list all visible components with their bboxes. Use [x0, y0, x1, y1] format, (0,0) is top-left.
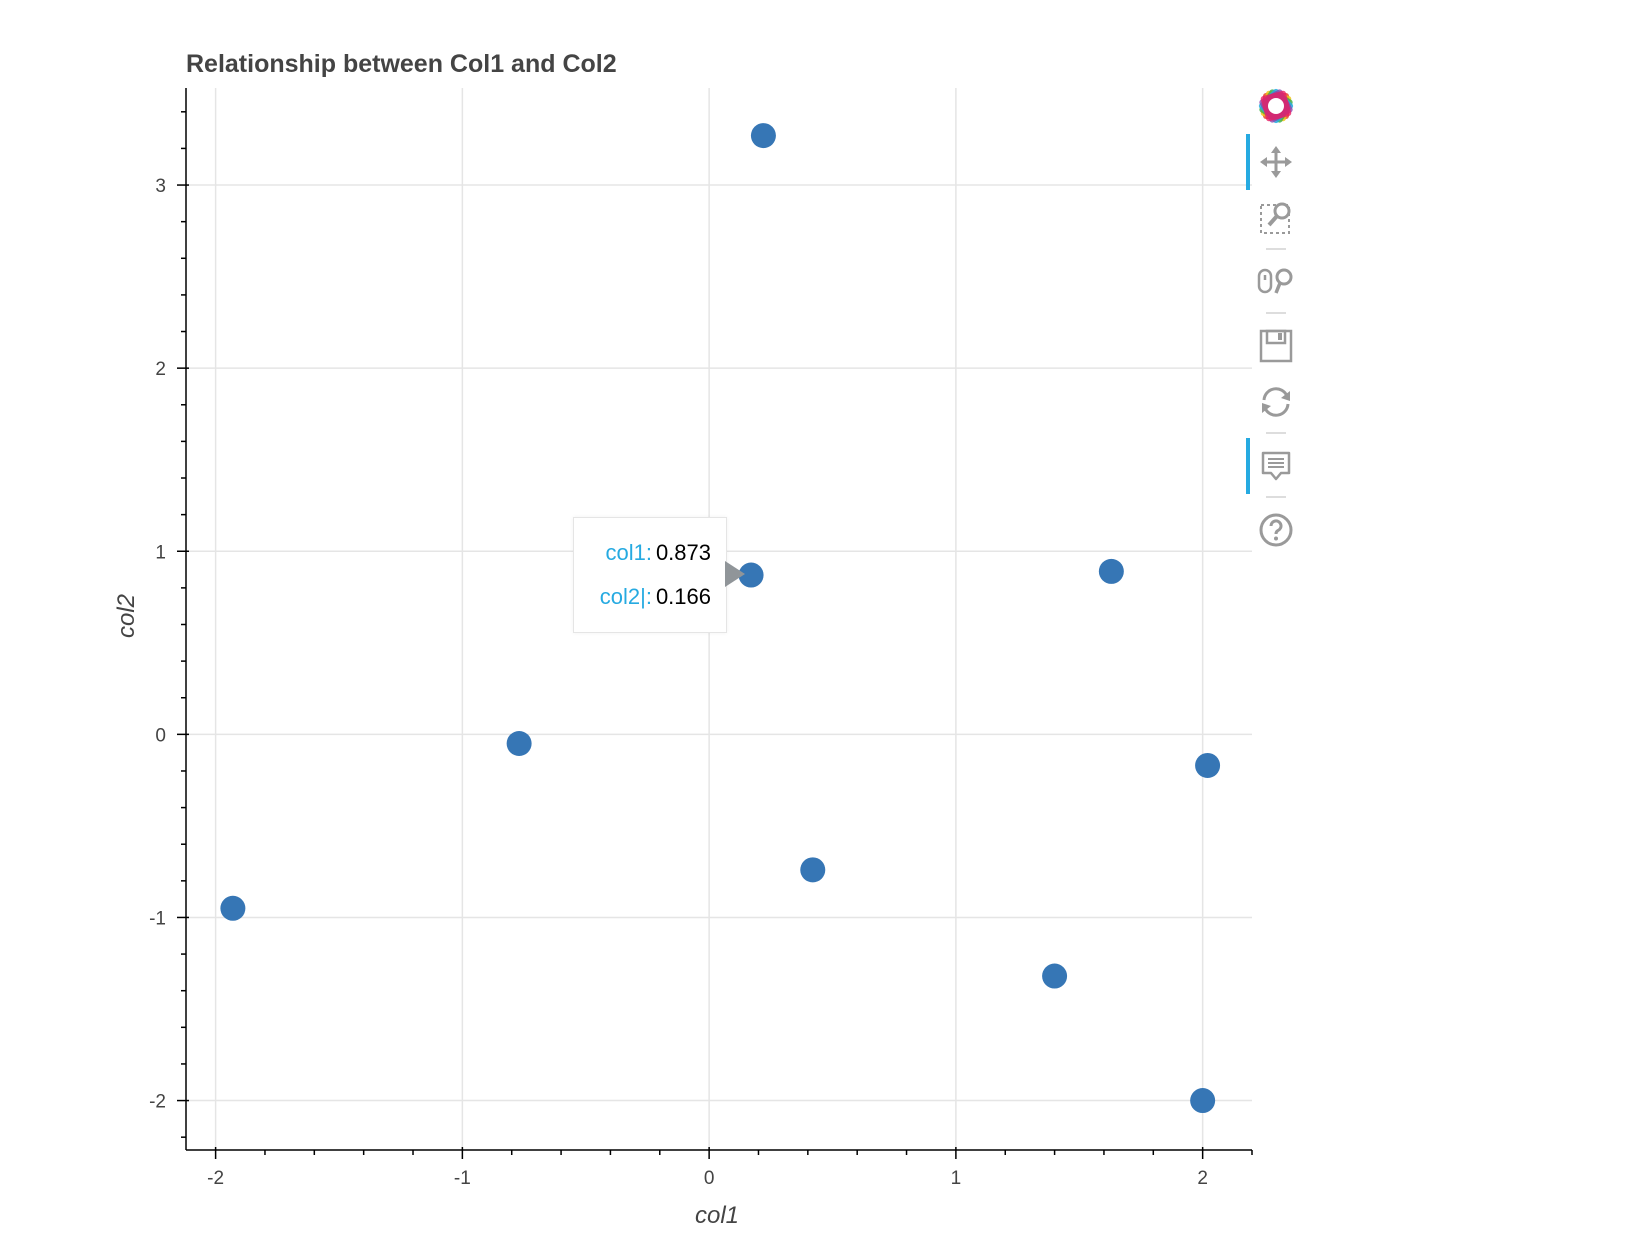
box-zoom-tool[interactable]: [1246, 190, 1306, 246]
wheel-zoom-icon: [1257, 268, 1293, 294]
hover-tool[interactable]: [1246, 438, 1306, 494]
tooltip-value: 0.873: [655, 540, 711, 565]
data-point[interactable]: [506, 731, 532, 757]
pan-tool[interactable]: [1246, 134, 1306, 190]
y-tick-label: -1: [149, 908, 166, 929]
save-icon: [1259, 329, 1293, 363]
y-tick-label: 2: [155, 359, 166, 380]
tooltip-row-col2: col2|: 0.166: [600, 584, 711, 610]
tooltip-key: col1:: [605, 540, 652, 565]
data-point[interactable]: [750, 123, 776, 149]
wheel-zoom-tool[interactable]: [1246, 254, 1306, 310]
x-axis-label: col1: [695, 1202, 739, 1229]
toolbar-separator: [1266, 312, 1286, 314]
data-point[interactable]: [220, 895, 246, 921]
x-tick-label: 2: [1197, 1168, 1208, 1189]
hover-icon: [1261, 451, 1291, 481]
data-point[interactable]: [1098, 558, 1124, 584]
tooltip-row-col1: col1: 0.873: [605, 540, 711, 566]
bokeh-logo-link[interactable]: [1246, 78, 1306, 134]
help-button[interactable]: [1246, 502, 1306, 558]
y-axis-label: col2: [113, 594, 140, 638]
x-tick-label: 0: [704, 1168, 715, 1189]
x-tick-label: 1: [951, 1168, 962, 1189]
data-point[interactable]: [1195, 752, 1221, 778]
data-points[interactable]: [220, 123, 1221, 1114]
help-icon: [1259, 513, 1293, 547]
hover-active-indicator: [1246, 438, 1250, 494]
data-point[interactable]: [1042, 963, 1068, 989]
data-point[interactable]: [800, 857, 826, 883]
tooltip-key: col2|:: [599, 584, 652, 609]
reset-icon: [1262, 387, 1290, 417]
axes: -2 -1 0 1 2 -2 -1 0 1 2 3: [149, 88, 1253, 1189]
toolbar-separator: [1266, 248, 1286, 250]
y-tick-label: -2: [149, 1092, 166, 1113]
hover-tooltip: col1: 0.873 col2|: 0.166: [573, 517, 727, 633]
toolbar-separator: [1266, 496, 1286, 498]
box-zoom-icon: [1260, 202, 1291, 234]
y-tick-label: 3: [155, 176, 166, 197]
bokeh-logo-icon: [1258, 88, 1294, 124]
chart-title: Relationship between Col1 and Col2: [186, 50, 617, 78]
pan-icon: [1260, 146, 1292, 178]
tooltip-value: 0.166: [655, 584, 711, 609]
x-tick-label: -1: [454, 1168, 471, 1189]
save-tool[interactable]: [1246, 318, 1306, 374]
data-point[interactable]: [1190, 1088, 1216, 1114]
tooltip-pointer: [725, 561, 745, 587]
y-tick-label: 0: [155, 725, 166, 746]
y-tick-label: 1: [155, 542, 166, 563]
reset-tool[interactable]: [1246, 374, 1306, 430]
toolbar-separator: [1266, 432, 1286, 434]
x-tick-label: -2: [207, 1168, 224, 1189]
pan-active-indicator: [1246, 134, 1250, 190]
